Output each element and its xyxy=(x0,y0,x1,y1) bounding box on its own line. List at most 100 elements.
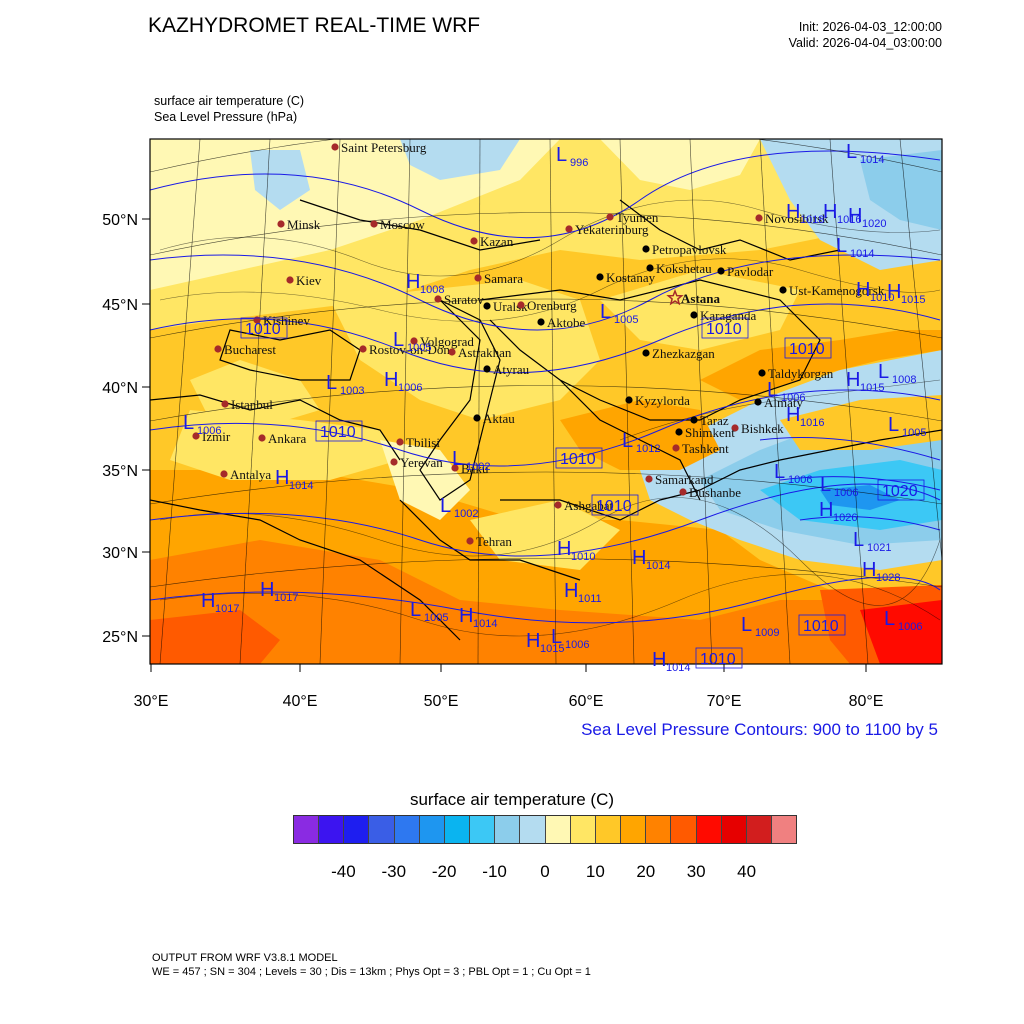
footer-config: WE = 457 ; SN = 304 ; Levels = 30 ; Dis … xyxy=(152,966,591,978)
pressure-label: L 1006 xyxy=(820,474,858,499)
colorbar-tick-label: -20 xyxy=(431,862,457,881)
pressure-label: H 1020 xyxy=(848,205,886,230)
city-marker: Tashkent xyxy=(672,441,729,456)
city-marker: Istanbul xyxy=(221,397,273,412)
isobar-value: 1010 xyxy=(320,424,356,441)
city-marker: Orenburg xyxy=(517,298,577,313)
pressure-label: L 1006 xyxy=(551,626,589,651)
pressure-center-letter: H xyxy=(526,630,540,652)
city-dot-icon xyxy=(483,365,491,373)
city-marker: Izmir xyxy=(192,429,231,444)
city-marker: Ust-Kamenogorsk xyxy=(779,283,885,298)
pressure-center-letter: H xyxy=(384,369,398,391)
pressure-center-letter: H xyxy=(406,271,420,293)
colorbar-tick-label: 10 xyxy=(585,862,605,881)
city-marker: Minsk xyxy=(277,217,321,232)
city-marker: Bucharest xyxy=(214,342,276,357)
contour-note: Sea Level Pressure Contours: 900 to 1100… xyxy=(581,720,938,739)
isobar-value: 1010 xyxy=(560,451,596,468)
pressure-label: L 1009 xyxy=(741,614,779,639)
city-marker: Astana xyxy=(666,288,721,306)
city-dot-icon xyxy=(286,276,294,284)
city-marker: Samarkand xyxy=(645,472,714,487)
colorbar-tick-label: 40 xyxy=(737,862,757,881)
colorbar-swatch xyxy=(595,816,622,843)
pressure-center-letter: L xyxy=(326,372,337,394)
pressure-value: 1010 xyxy=(571,551,595,563)
pressure-label: H 1016 xyxy=(823,201,861,226)
pressure-value: 1005 xyxy=(407,342,431,354)
pressure-value: 1008 xyxy=(892,374,916,386)
pressure-value: 1006 xyxy=(398,382,422,394)
pressure-value: 1006 xyxy=(781,392,805,404)
city-name: Ashgabat xyxy=(564,498,613,513)
city-name: Tbilisi xyxy=(406,435,440,450)
city-marker: Astrakhan xyxy=(448,345,512,360)
city-dot-icon xyxy=(451,464,459,472)
pressure-label: 1010 xyxy=(591,494,639,516)
city-dot-icon xyxy=(537,318,545,326)
city-dot-icon xyxy=(396,438,404,446)
isobar-value: 1010 xyxy=(245,321,281,338)
pressure-value: 1015 xyxy=(860,382,884,394)
colorbar-swatch xyxy=(495,816,521,843)
city-marker: Dushanbe xyxy=(679,485,741,500)
terrain-contours xyxy=(159,199,941,637)
pressure-center-letter: H xyxy=(846,369,860,391)
pressure-isobars xyxy=(150,150,941,624)
pressure-label: H 1017 xyxy=(260,579,298,604)
pressure-label: 1010 xyxy=(240,317,288,339)
pressure-label: L 1005 xyxy=(888,414,926,439)
isobar-value: 1010 xyxy=(706,321,742,338)
city-name: Ankara xyxy=(268,431,306,446)
pressure-center-letter: L xyxy=(393,329,404,351)
colorbar-swatch xyxy=(394,816,420,843)
city-marker: Almaty xyxy=(754,395,803,410)
pressure-center-letter: H xyxy=(275,467,289,489)
pressure-value: 1009 xyxy=(755,627,779,639)
temperature-field xyxy=(150,139,942,664)
city-marker: Petropavlovsk xyxy=(642,242,727,257)
city-marker: Atyrau xyxy=(483,362,530,377)
pressure-label: H 1010 xyxy=(856,279,894,304)
city-name: Samara xyxy=(484,271,523,286)
city-dot-icon xyxy=(672,444,680,452)
city-name: Aktau xyxy=(483,411,515,426)
city-name: Kiev xyxy=(296,273,322,288)
colorbar-swatch xyxy=(470,816,496,843)
city-marker: Ankara xyxy=(258,431,306,446)
city-dot-icon xyxy=(690,416,698,424)
city-name: Orenburg xyxy=(527,298,577,313)
pressure-value: 1003 xyxy=(340,385,364,397)
pressure-value: 996 xyxy=(570,157,588,169)
city-marker: Samara xyxy=(474,271,523,286)
pressure-label: H 1011 xyxy=(564,580,602,605)
city-dot-icon xyxy=(483,302,491,310)
pressure-value: 1016 xyxy=(837,214,861,226)
city-dot-icon xyxy=(370,220,378,228)
isobar-label-box xyxy=(784,337,832,359)
pressure-label: H 1014 xyxy=(652,649,690,674)
pressure-center-letter: L xyxy=(440,495,451,517)
pressure-label: 1010 xyxy=(555,447,603,469)
pressure-center-letter: H xyxy=(260,579,274,601)
city-dot-icon xyxy=(221,400,229,408)
city-name: Antalya xyxy=(230,467,271,482)
pressure-value: 1014 xyxy=(850,248,874,260)
colorbar-tick-label: -30 xyxy=(381,862,407,881)
pressure-label: L 1002 xyxy=(440,495,478,520)
pressure-label: L 1006 xyxy=(767,379,805,404)
valid-time: Valid: 2026-04-04_03:00:00 xyxy=(788,36,942,50)
pressure-value: 1006 xyxy=(565,639,589,651)
lon-tick-label: 30°E xyxy=(134,693,169,710)
city-marker: Baku xyxy=(451,461,489,476)
city-name: Volgograd xyxy=(420,334,474,349)
city-name: Istanbul xyxy=(231,397,273,412)
lat-tick-label: 30°N xyxy=(102,545,138,562)
colorbar-swatch xyxy=(570,816,596,843)
colorbar-swatch xyxy=(545,816,571,843)
city-dot-icon xyxy=(779,286,787,294)
isobar-value: 1010 xyxy=(789,341,825,358)
city-name: Astana xyxy=(681,291,721,306)
